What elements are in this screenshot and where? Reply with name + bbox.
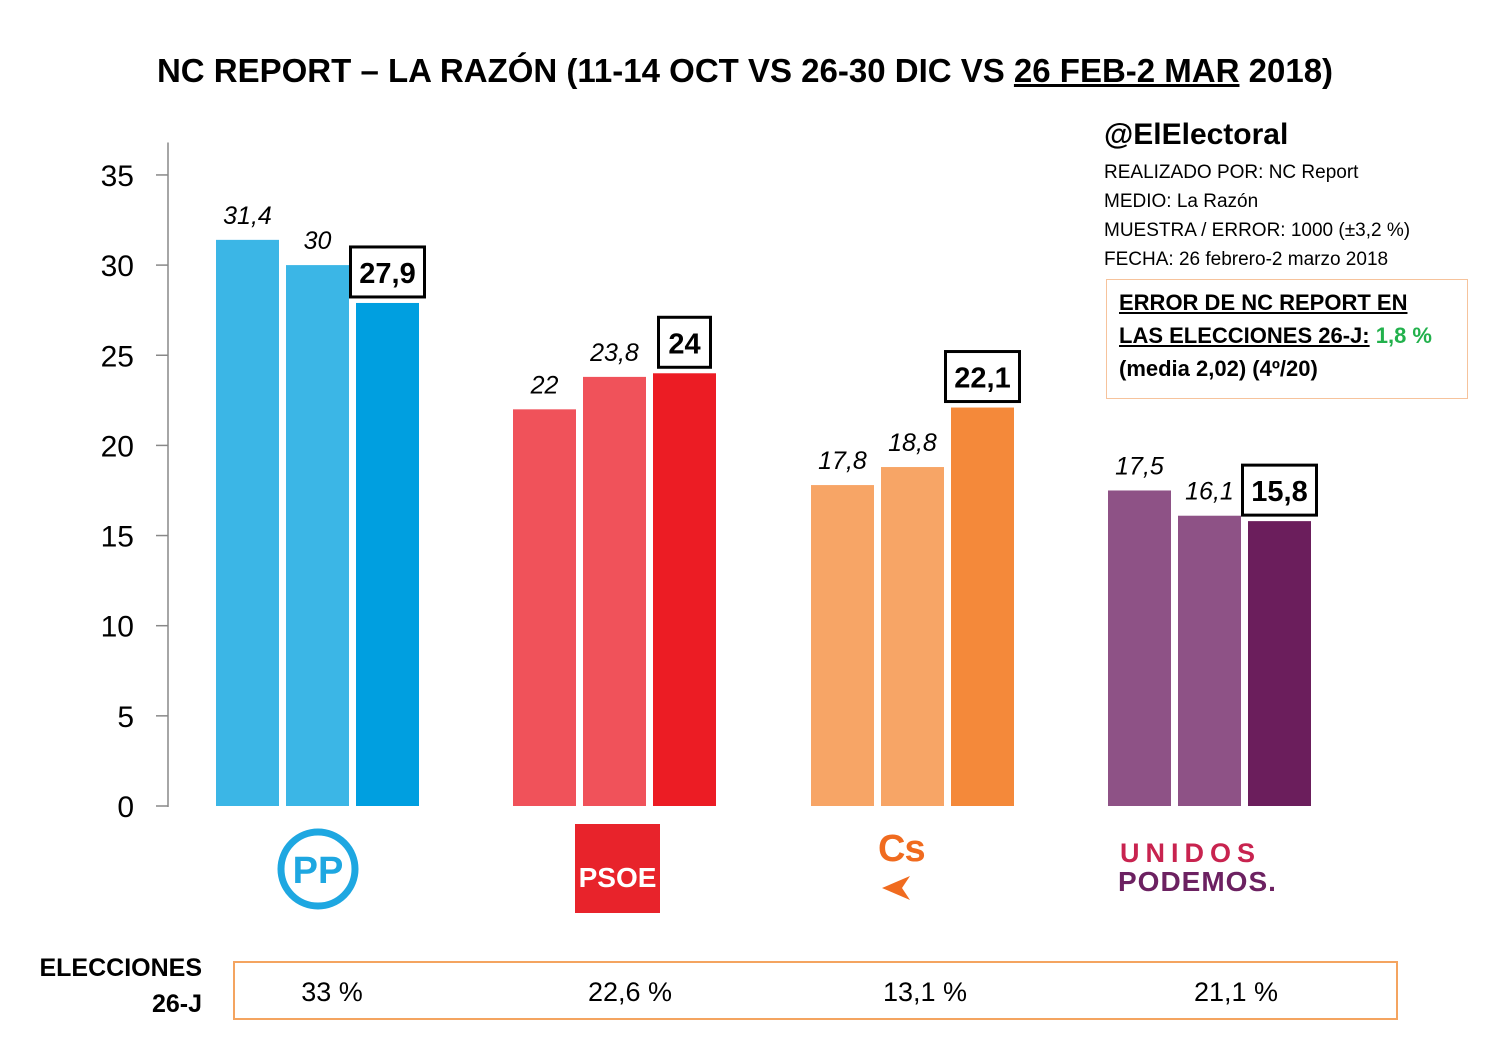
- info-medio: MEDIO: La Razón: [1104, 191, 1259, 212]
- y-tick-label: 20: [101, 430, 134, 463]
- bar: [583, 376, 646, 806]
- data-label: 22,1: [954, 363, 1010, 395]
- bar: [811, 485, 874, 806]
- bar: [1108, 490, 1171, 806]
- data-label-box: [349, 245, 426, 299]
- info-muestra: MUESTRA / ERROR: 1000 (±3,2 %): [1104, 220, 1411, 241]
- y-tick-label: 10: [101, 611, 134, 644]
- bar: [951, 407, 1014, 806]
- data-label: 31,4: [223, 202, 272, 230]
- data-label: 17,8: [818, 447, 867, 475]
- error-line1: ERROR DE NC REPORT EN: [1119, 290, 1408, 315]
- cs-logo: Cs: [878, 828, 948, 904]
- title-text-underlined: 26 FEB-2 MAR: [1013, 52, 1240, 89]
- data-label: 30: [304, 227, 332, 255]
- elecciones-value-up: 21,1 %: [1193, 977, 1279, 1007]
- elecciones-value-cs: 13,1 %: [882, 977, 968, 1007]
- pp-logo: PP: [276, 827, 360, 911]
- y-tick-label: 30: [101, 250, 134, 283]
- elecciones-results-box: 33 % 22,6 % 13,1 % 21,1 %: [233, 961, 1398, 1020]
- data-label: 16,1: [1185, 478, 1234, 506]
- data-label: 18,8: [888, 429, 937, 457]
- error-value: 1,8 %: [1375, 323, 1432, 348]
- y-tick-label: 35: [101, 160, 134, 193]
- title-text-part1: NC REPORT – LA RAZÓN (11-14 OCT VS 26-30…: [156, 52, 1014, 89]
- data-label: 17,5: [1115, 452, 1164, 480]
- up-logo-line2: PODEMOS.: [1118, 866, 1277, 897]
- y-tick-label: 25: [101, 340, 134, 373]
- data-label-box: [944, 350, 1021, 404]
- info-panel: @ElElectoral REALIZADO POR: NC Report ME…: [1104, 118, 1484, 274]
- up-logo-line1: UNIDOS: [1120, 838, 1262, 868]
- psoe-logo-text: PSOE: [578, 862, 657, 893]
- elecciones-value-psoe: 22,6 %: [587, 977, 673, 1007]
- bar: [216, 239, 279, 806]
- bar: [1178, 515, 1241, 806]
- elecciones-label-line2: 26-J: [151, 990, 202, 1018]
- y-tick-label: 0: [117, 791, 134, 824]
- data-label: 23,8: [589, 339, 639, 367]
- data-label: 27,9: [359, 258, 415, 290]
- data-label: 22: [530, 371, 559, 399]
- info-fecha: FECHA: 26 febrero-2 marzo 2018: [1104, 249, 1389, 270]
- bar: [1248, 521, 1311, 806]
- source-handle: @ElElectoral: [1104, 118, 1289, 151]
- bar: [881, 467, 944, 806]
- error-line3: (media 2,02) (4º/20): [1119, 356, 1318, 381]
- info-realizado: REALIZADO POR: NC Report: [1104, 162, 1359, 183]
- elecciones-label-line1: ELECCIONES: [39, 954, 202, 982]
- data-label: 24: [668, 328, 700, 360]
- y-tick-label: 15: [101, 521, 134, 554]
- error-line2: LAS ELECCIONES 26-J:: [1119, 323, 1370, 348]
- elecciones-label: ELECCIONES 26-J: [30, 950, 202, 1022]
- pp-logo-text: PP: [293, 850, 344, 892]
- bar: [286, 265, 349, 807]
- chart-title: NC REPORT – LA RAZÓN (11-14 OCT VS 26-30…: [0, 52, 1490, 90]
- bar: [513, 409, 576, 806]
- bar: [356, 302, 419, 806]
- bar: [653, 373, 716, 806]
- unidos-podemos-logo: UNIDOS PODEMOS.: [1118, 838, 1308, 898]
- data-label: 15,8: [1251, 476, 1307, 508]
- cs-swoosh-icon: [882, 876, 910, 900]
- cs-logo-text: Cs: [878, 828, 926, 870]
- psoe-logo: PSOE: [575, 824, 660, 913]
- data-label-box: [1241, 463, 1318, 517]
- elecciones-value-pp: 33 %: [301, 977, 363, 1007]
- error-box: ERROR DE NC REPORT EN LAS ELECCIONES 26-…: [1106, 279, 1468, 399]
- title-text-part3: 2018): [1239, 52, 1334, 89]
- data-label-box: [657, 315, 712, 369]
- y-tick-label: 5: [117, 701, 134, 734]
